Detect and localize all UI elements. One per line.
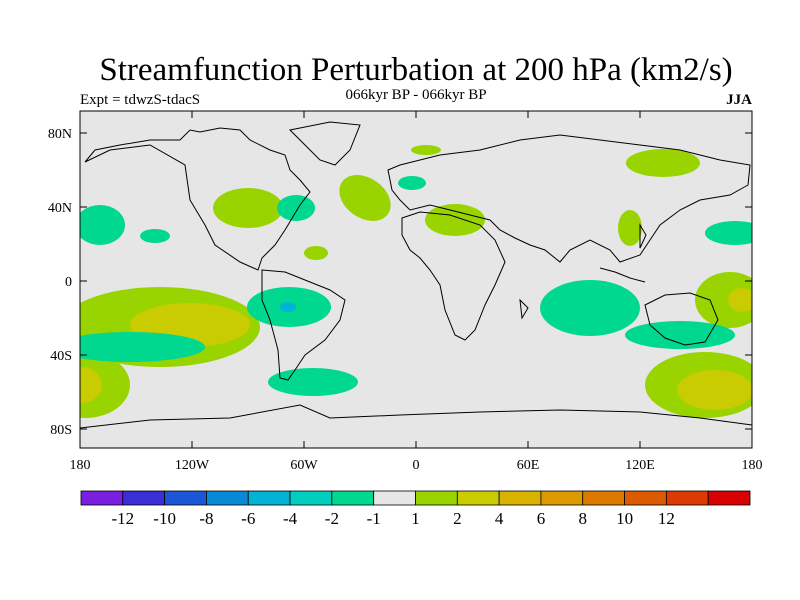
coast-indonesia [599,267,646,283]
contour-sw-pacific-west-core [80,367,102,403]
contour-siberia [626,149,700,177]
coast-africa [401,211,506,341]
coast-madagascar [519,298,529,320]
lon-tick-label: 120E [625,458,655,473]
lat-tick-label: 40N [48,201,72,216]
contour-north-sea [398,176,426,190]
colorbar-label: 1 [411,509,420,528]
contour-north-pacific [80,205,125,245]
page-title: Streamfunction Perturbation at 200 hPa (… [99,52,733,88]
contour-sw-pacific-east-core [677,370,752,410]
colorbar-swatch [80,490,124,506]
coast-australia [644,292,719,346]
colorbar: -12 -10 -8 -6 -4 -2 -1 1 2 4 6 8 10 12 [80,490,751,528]
colorbar-swatch [206,490,249,506]
contour-indian-ocean [540,280,640,336]
coast-north-america [84,127,311,271]
colorbar-label: 4 [495,509,504,528]
colorbar-swatch [247,490,291,506]
colorbar-swatch [498,490,542,506]
colorbar-label: 12 [658,509,675,528]
contour-australia-east-core [728,288,752,312]
colorbar-swatch [665,490,709,506]
contour-atlantic-coast [277,195,315,221]
contour-east-asia [618,210,642,246]
contour-australia-band [625,321,735,349]
coast-antarctica [80,404,752,429]
lon-tick-label: 120W [175,458,210,473]
lon-tick-marks [79,111,753,448]
colorbar-label: -8 [199,509,213,528]
contour-north-pacific-small [140,229,170,243]
contour-scandinavia [411,145,441,155]
colorbar-swatch [164,490,207,506]
colorbar-label: 10 [616,509,633,528]
lat-tick-label: 80N [48,127,72,142]
contour-north-pacific-east [705,221,752,245]
coast-south-america [261,269,346,381]
lon-tick-label: 0 [413,458,420,473]
lon-tick-label: 180 [742,458,763,473]
coast-eurasia [387,134,751,263]
colorbar-swatch [122,490,166,506]
period-label: 066kyr BP - 066kyr BP [345,87,487,103]
colorbar-swatch [373,490,416,506]
lat-tick-label: 80S [50,423,72,438]
contour-south-pacific-band [80,332,205,362]
lat-tick-label: 40S [50,349,72,364]
colorbar-label: -1 [367,509,381,528]
colorbar-label: 2 [453,509,462,528]
lon-tick-labels: 180 120W 60W 0 60E 120E 180 [70,458,763,473]
experiment-label: Expt = tdwzS-tdacS [80,92,201,108]
lat-tick-label: 0 [65,275,72,290]
contour-australia-east [695,272,752,328]
lon-tick-label: 60E [517,458,540,473]
colorbar-label: 6 [537,509,546,528]
anomaly-contours [80,145,752,418]
colorbar-label: -4 [283,509,298,528]
colorbar-swatch [582,490,625,506]
colorbar-swatch [456,490,500,506]
colorbar-swatch [415,490,458,506]
colorbar-label: -12 [111,509,134,528]
contour-south-america-core [280,302,296,312]
colorbar-label: -2 [325,509,339,528]
colorbar-label: -10 [153,509,176,528]
colorbar-label: -6 [241,509,255,528]
colorbar-swatch [331,490,375,506]
lat-tick-marks [80,132,752,430]
colorbar-swatch [540,490,584,506]
coastlines [80,121,752,429]
colorbar-swatch [707,490,751,506]
lon-tick-label: 60W [290,458,318,473]
lon-tick-label: 180 [70,458,91,473]
colorbar-label: 8 [579,509,588,528]
contour-north-atlantic [339,175,391,221]
lat-tick-labels: 80N 40N 0 40S 80S [48,127,72,438]
colorbar-swatch [289,490,333,506]
contour-caribbean [304,246,328,260]
season-label: JJA [726,92,752,108]
contour-south-atlantic [268,368,358,396]
coast-greenland [288,121,361,166]
colorbar-swatch [624,490,667,506]
coast-japan [639,223,647,249]
contour-north-america [213,188,283,228]
contour-mediterranean [425,204,485,236]
contour-sw-pacific-west [80,352,130,418]
